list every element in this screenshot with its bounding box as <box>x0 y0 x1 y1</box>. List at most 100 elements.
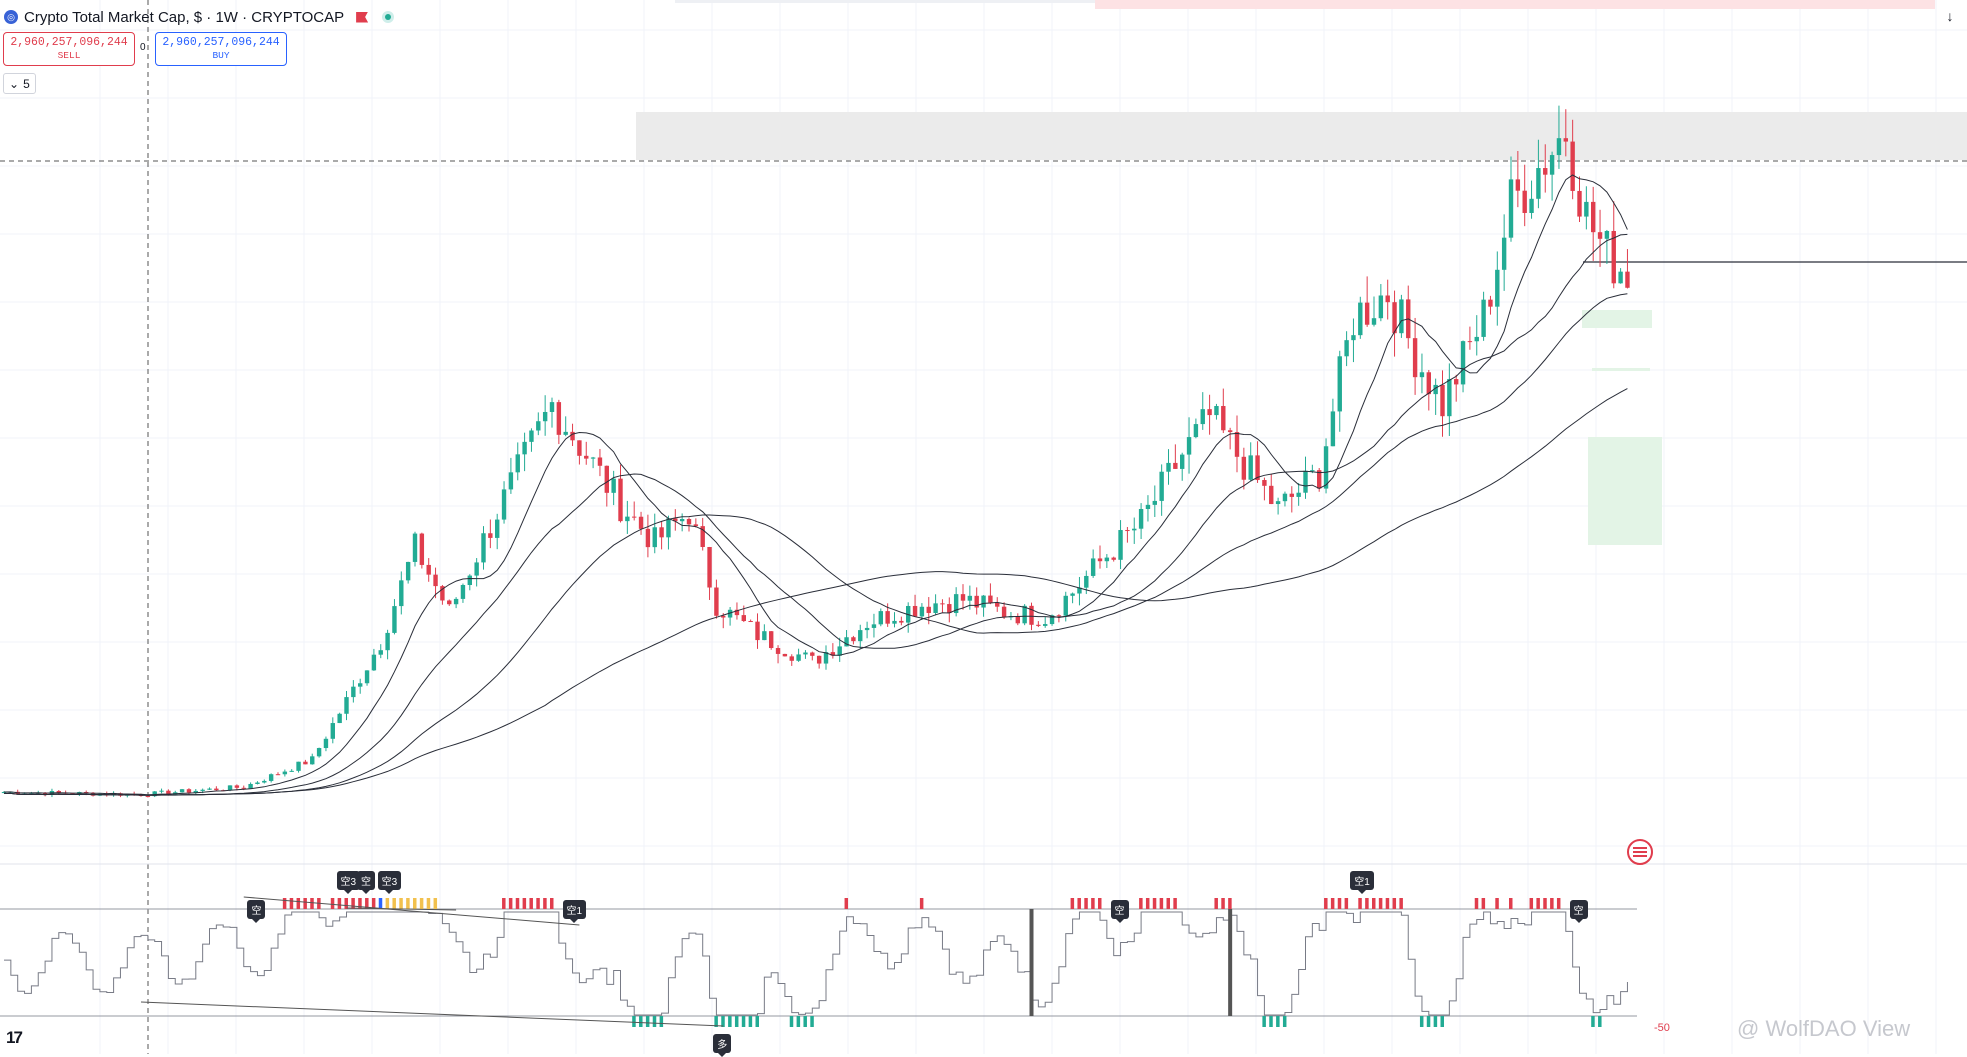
candle-body <box>1611 230 1616 284</box>
candle-body <box>330 723 335 739</box>
oscillator-top-bar <box>413 898 417 909</box>
oscillator-top-bar <box>515 898 520 909</box>
candle-body <box>1097 558 1103 562</box>
candle-body <box>1570 141 1575 191</box>
candle-body <box>371 654 377 671</box>
candle-body <box>638 516 644 529</box>
oscillator-top-bar <box>1399 898 1403 909</box>
signal-label[interactable]: 空3 <box>336 871 361 894</box>
candle-body <box>1022 605 1027 624</box>
resistance-zone <box>636 112 1967 160</box>
divergence-line <box>243 896 580 926</box>
oscillator-top-bar <box>1221 898 1225 909</box>
signal-label[interactable]: 空 <box>247 900 266 923</box>
candle-body <box>1084 575 1089 588</box>
candle-body <box>837 646 842 656</box>
candle-body <box>262 780 267 783</box>
candle-body <box>344 697 349 714</box>
signal-label[interactable]: 空1 <box>562 900 587 923</box>
indicators-toggle[interactable]: ⌄ 5 <box>3 73 36 94</box>
candle-body <box>1125 530 1130 532</box>
target-zone-1 <box>1582 310 1652 328</box>
candle-body <box>1392 302 1397 334</box>
candle-body <box>111 793 116 796</box>
scroll-to-latest-icon[interactable]: ↓ <box>1946 8 1954 24</box>
candle-body <box>1063 595 1068 616</box>
candle-body <box>275 774 281 776</box>
target-zone-2 <box>1592 368 1650 371</box>
us-flag-icon[interactable] <box>1627 839 1653 865</box>
candle-body <box>1152 500 1157 505</box>
candle-body <box>227 785 233 791</box>
signal-label[interactable]: 空 <box>357 871 376 894</box>
candle-body <box>419 533 425 565</box>
signal-label[interactable]: 空3 <box>377 871 402 894</box>
candle-body <box>769 631 774 649</box>
signal-label[interactable]: 空1 <box>1350 871 1374 894</box>
candle-body <box>618 478 623 522</box>
candle-body <box>1303 470 1308 493</box>
signal-label[interactable]: 空 <box>1110 900 1129 923</box>
oscillator-top-bar <box>337 898 342 909</box>
watermark: @ WolfDAO View <box>1737 1016 1911 1041</box>
candle-body <box>179 789 185 793</box>
candle-body <box>1248 455 1253 480</box>
candle-body <box>1378 295 1384 319</box>
candle-body <box>1296 492 1301 497</box>
buy-button[interactable]: 2,960,257,096,244 BUY <box>155 32 287 66</box>
sell-price: 2,960,257,096,244 <box>10 36 128 49</box>
candle-body <box>1159 471 1164 501</box>
candle-body <box>1460 341 1466 385</box>
candle-body <box>570 431 575 441</box>
candle-body <box>755 621 760 641</box>
candle-body <box>166 790 171 795</box>
candle-body <box>871 624 877 628</box>
candle-body <box>1440 384 1445 417</box>
target-zone-3 <box>1588 437 1662 545</box>
candle-body <box>693 524 699 527</box>
candle-body <box>378 650 383 655</box>
candle-body <box>1467 341 1473 343</box>
oscillator-bottom-bar <box>645 1016 650 1027</box>
candle-body <box>1 792 7 794</box>
oscillator-top-bar <box>1556 898 1561 909</box>
candle-body <box>782 653 788 657</box>
candle-body <box>508 472 514 490</box>
oscillator-bottom-bar <box>1276 1016 1280 1027</box>
candle-body <box>1344 340 1349 357</box>
candle-body <box>1001 606 1007 618</box>
candle-body <box>673 518 678 522</box>
candle-body <box>474 562 479 576</box>
candle-body <box>1563 138 1568 142</box>
signal-label[interactable]: 多 <box>713 1034 732 1057</box>
candle-body <box>597 457 603 466</box>
candle-body <box>864 627 870 631</box>
candle-body <box>1625 271 1630 288</box>
oscillator-bottom-bar <box>721 1016 725 1027</box>
candle-body <box>1351 335 1356 341</box>
signal-label[interactable]: 空 <box>1569 900 1588 923</box>
sell-button[interactable]: 2,960,257,096,244 SELL <box>3 32 135 66</box>
candle-body <box>1104 557 1110 562</box>
candle-body <box>926 606 931 613</box>
tradingview-logo-icon[interactable]: 17 <box>6 1028 23 1047</box>
candle-body <box>810 652 815 656</box>
oscillator-bottom-bar <box>796 1016 801 1027</box>
candle-body <box>981 595 986 608</box>
candle-body <box>1549 155 1555 175</box>
oscillator-top-bar <box>1392 898 1397 909</box>
candle-body <box>1556 138 1562 156</box>
candle-body <box>1180 454 1185 469</box>
oscillator-top-bar <box>1529 898 1534 909</box>
candle-body <box>686 519 692 525</box>
crypto-cap-icon: ◎ <box>4 10 18 24</box>
chevron-down-icon: ⌄ <box>9 76 20 91</box>
market-status-icon[interactable] <box>382 11 395 23</box>
oscillator-bottom-bar <box>1591 1016 1595 1027</box>
candle-body <box>1173 462 1178 469</box>
candle-body <box>1604 230 1610 239</box>
flag-icon[interactable] <box>356 11 369 23</box>
candle-body <box>1289 493 1294 497</box>
candle-body <box>522 441 527 455</box>
